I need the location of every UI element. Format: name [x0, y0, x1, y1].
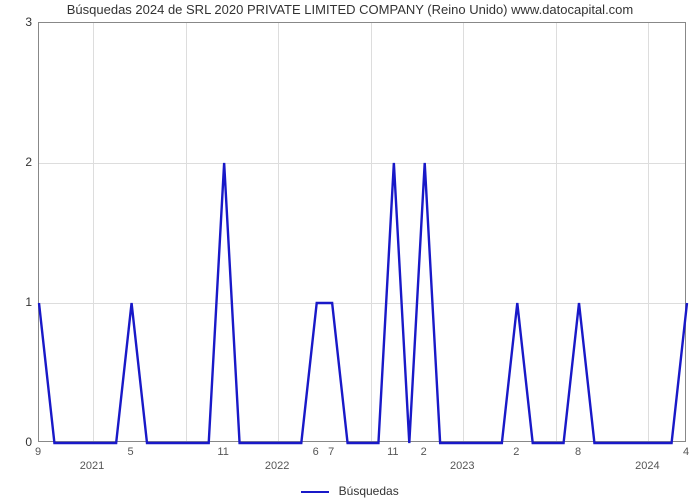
- x-tick-label: 5: [128, 446, 134, 458]
- x-year-label: 2021: [80, 460, 104, 472]
- y-tick-label: 2: [0, 155, 32, 169]
- chart-legend: Búsquedas: [0, 484, 700, 498]
- x-tick-label: 4: [683, 446, 689, 458]
- x-year-label: 2024: [635, 460, 659, 472]
- line-series: [39, 23, 685, 441]
- x-tick-label: 6: [313, 446, 319, 458]
- legend-label: Búsquedas: [339, 484, 399, 498]
- y-tick-label: 3: [0, 15, 32, 29]
- x-tick-label: 9: [35, 446, 41, 458]
- y-tick-label: 0: [0, 435, 32, 449]
- x-tick-label: 7: [328, 446, 334, 458]
- plot-area: [38, 22, 686, 442]
- x-tick-label: 11: [387, 446, 398, 458]
- search-line-chart: Búsquedas 2024 de SRL 2020 PRIVATE LIMIT…: [0, 0, 700, 500]
- legend-swatch: [301, 491, 329, 493]
- x-year-label: 2023: [450, 460, 474, 472]
- x-year-label: 2022: [265, 460, 289, 472]
- chart-title: Búsquedas 2024 de SRL 2020 PRIVATE LIMIT…: [0, 2, 700, 17]
- x-tick-label: 2: [513, 446, 519, 458]
- x-tick-label: 11: [217, 446, 228, 458]
- x-tick-label: 8: [575, 446, 581, 458]
- x-tick-label: 2: [421, 446, 427, 458]
- y-tick-label: 1: [0, 295, 32, 309]
